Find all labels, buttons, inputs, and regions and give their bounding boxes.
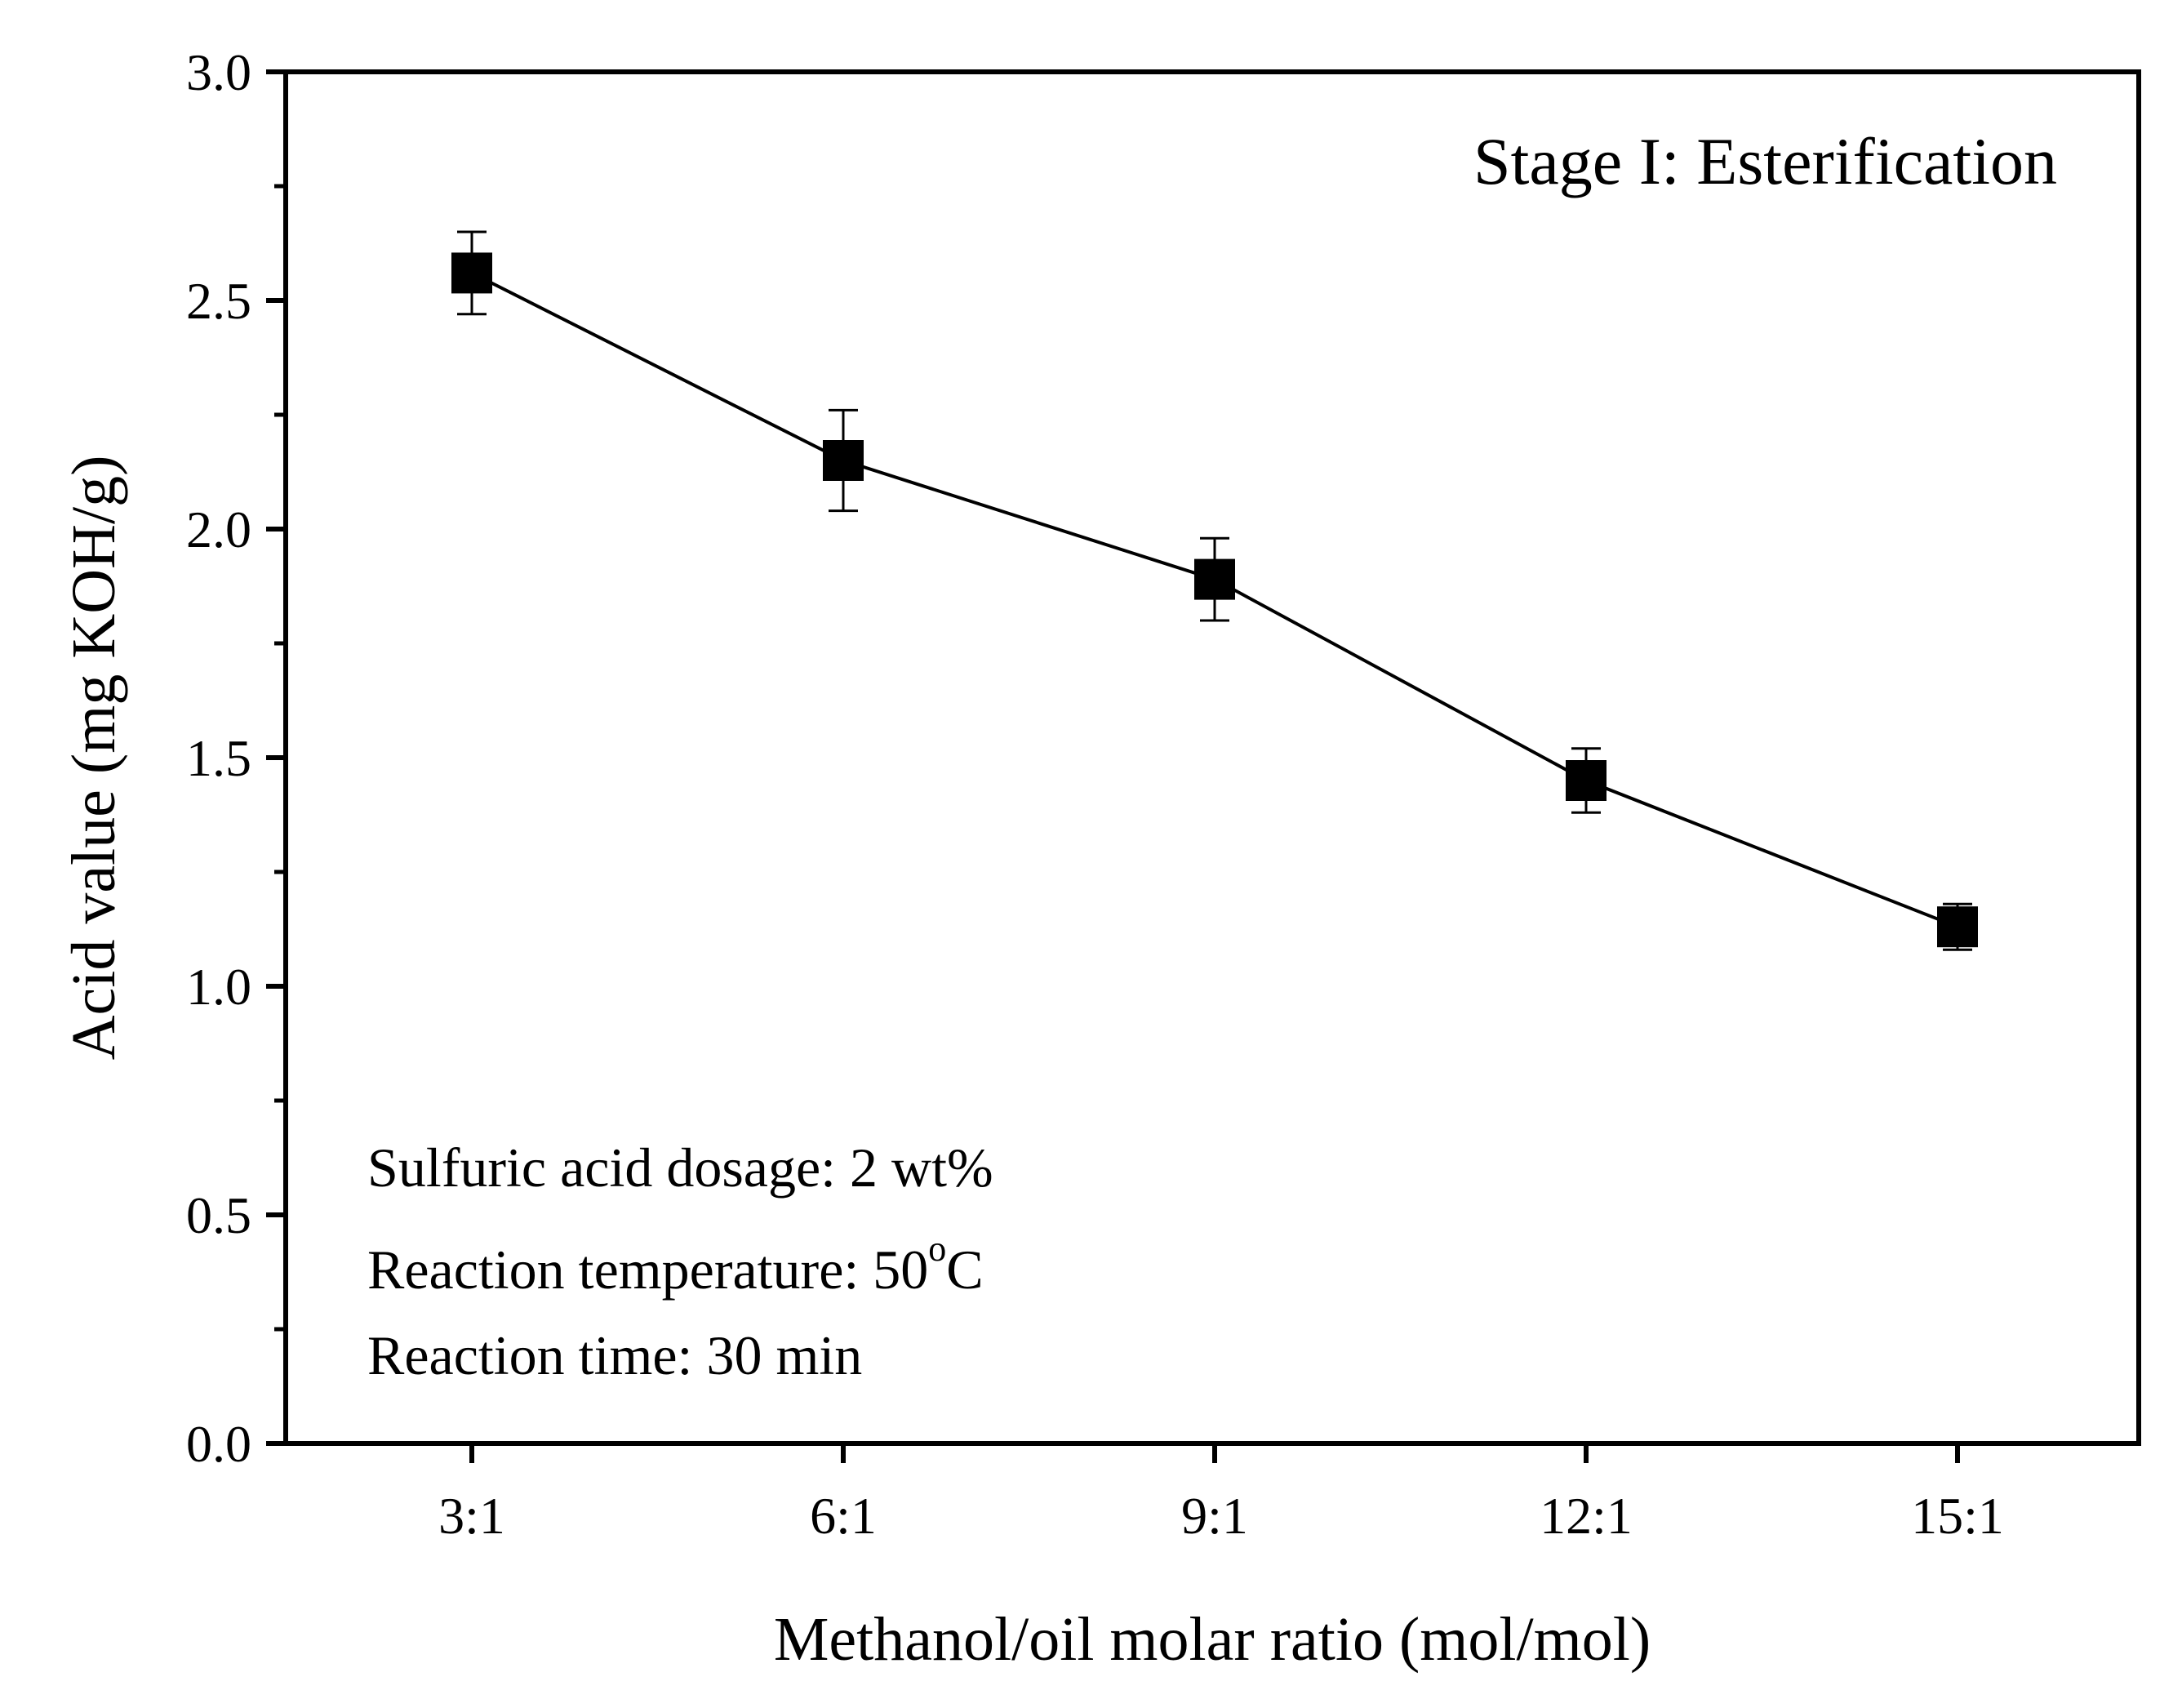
x-tick-label: 15:1 — [1911, 1487, 2004, 1545]
y-tick-label: 3.0 — [186, 43, 251, 101]
y-tick-label: 1.5 — [186, 729, 251, 787]
x-tick-label: 6:1 — [810, 1487, 877, 1545]
x-tick-label: 9:1 — [1181, 1487, 1248, 1545]
y-tick-label: 0.5 — [186, 1186, 251, 1244]
x-tick-label: 12:1 — [1540, 1487, 1633, 1545]
data-point-marker — [1937, 906, 1978, 948]
data-series — [451, 230, 1978, 951]
y-tick-label: 2.0 — [186, 500, 251, 558]
data-point-marker — [1566, 760, 1607, 801]
data-point-marker — [451, 252, 492, 294]
plot-frame — [283, 69, 2141, 1446]
y-tick-label: 0.0 — [186, 1415, 251, 1473]
condition-time: Reaction time: 30 min — [367, 1324, 862, 1386]
y-axis-title: Acid value (mg KOH/g) — [60, 456, 128, 1061]
stage-annotation: Stage I: Esterification — [1473, 124, 2057, 198]
condition-temperature-prefix: Reaction temperature: 50 — [367, 1239, 928, 1301]
data-point-marker — [1194, 558, 1235, 600]
condition-dosage: Sulfuric acid dosage: 2 wt% — [367, 1136, 993, 1199]
degree-symbol: o — [928, 1229, 946, 1269]
condition-temperature: Reaction temperature: 50oC — [367, 1229, 984, 1301]
y-tick-label: 1.0 — [186, 958, 251, 1016]
y-axis-ticks: 0.0 0.5 1.0 1.5 2.0 2.5 3.0 — [186, 43, 286, 1473]
x-tick-label: 3:1 — [438, 1487, 505, 1545]
data-point-marker — [823, 440, 864, 481]
x-axis-ticks: 3:1 6:1 9:1 12:1 15:1 — [438, 1443, 2004, 1545]
x-axis-title: Methanol/oil molar ratio (mol/mol) — [774, 1605, 1651, 1674]
y-tick-label: 2.5 — [186, 272, 251, 330]
condition-temperature-unit: C — [946, 1239, 983, 1301]
